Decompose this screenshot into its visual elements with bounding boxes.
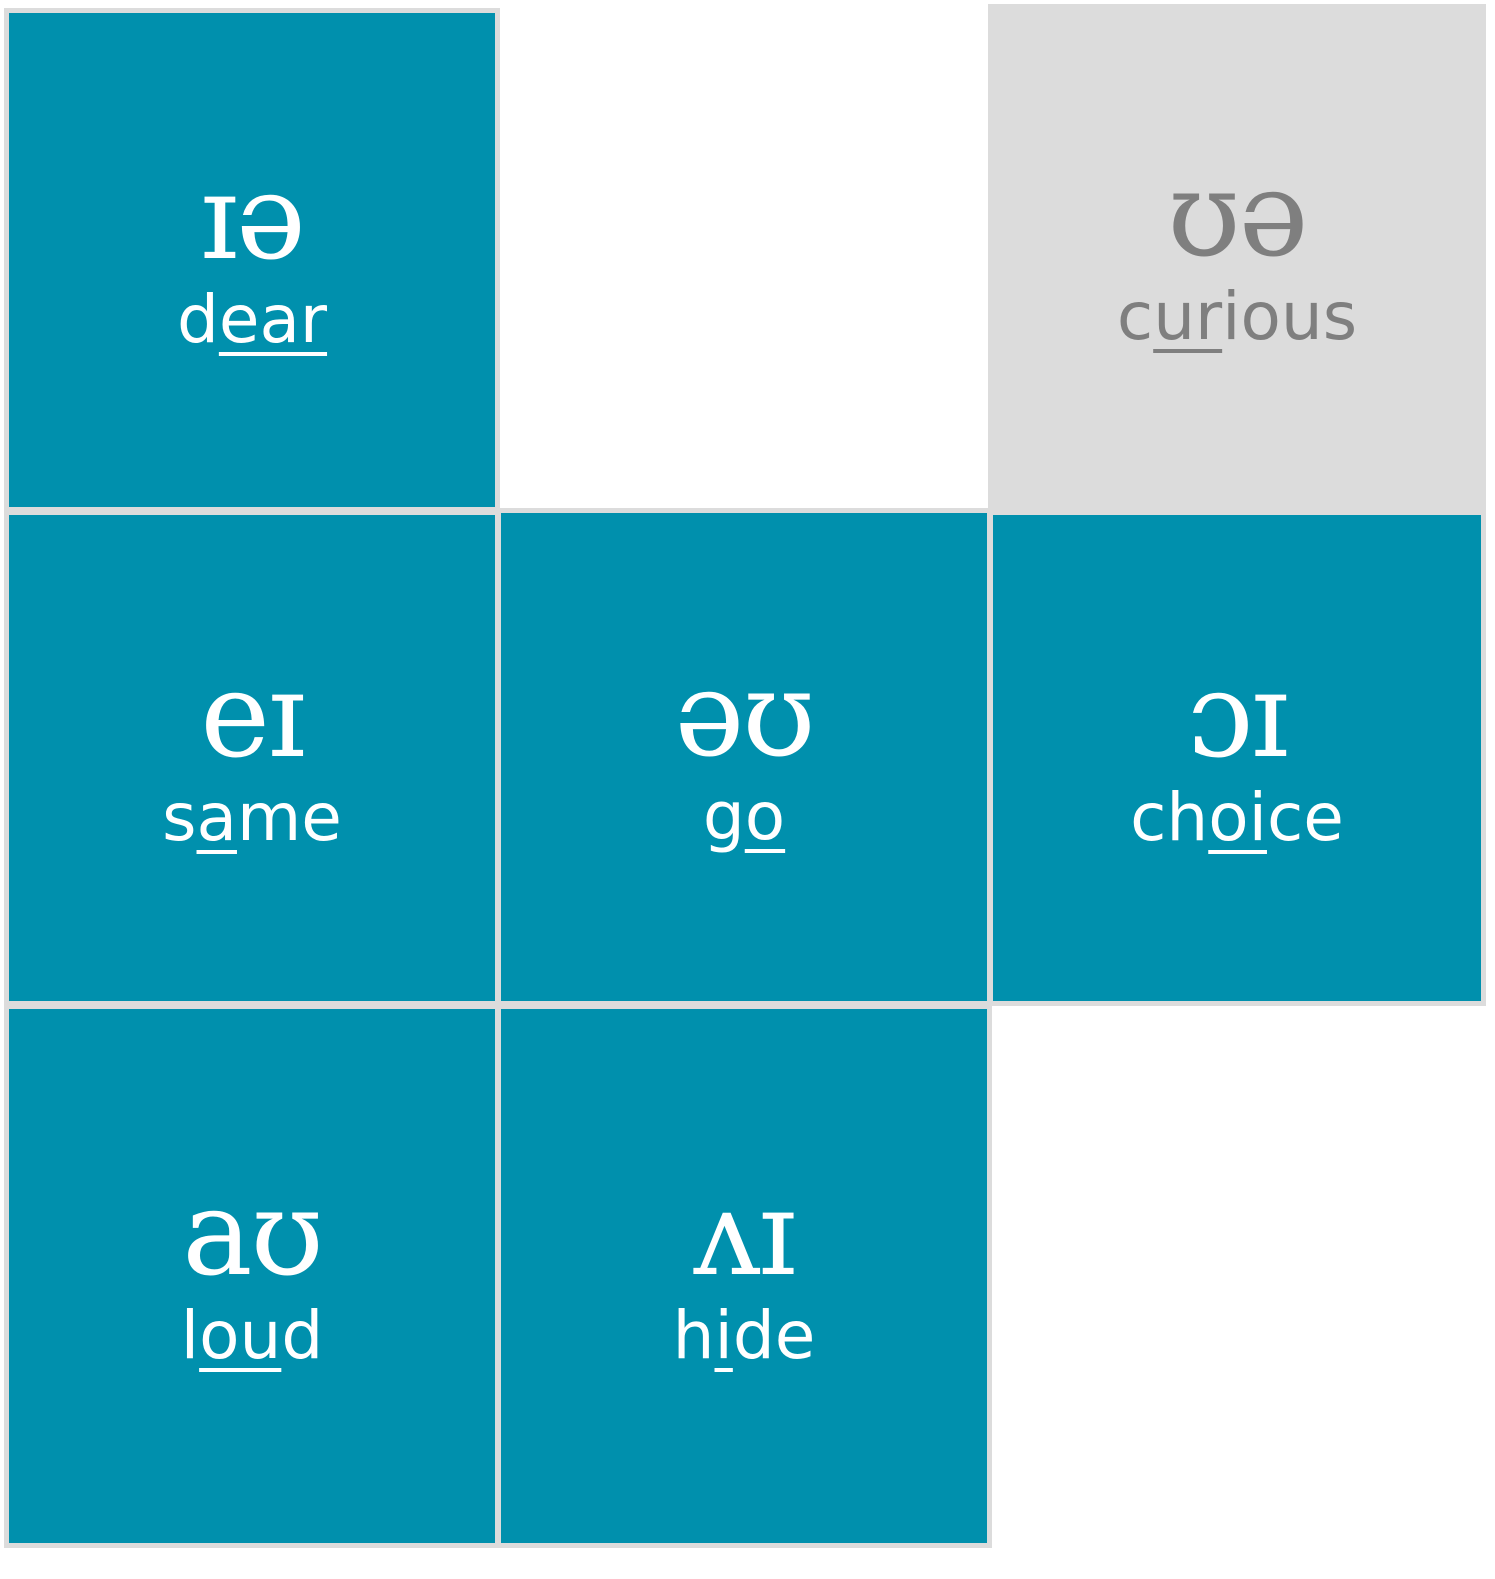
diphthong-tile-eu[interactable]: əʊ go [496, 508, 992, 1006]
example-word: go [702, 778, 786, 855]
diphthong-tile-ei[interactable]: eɪ same [4, 510, 500, 1006]
ipa-symbol: aʊ [182, 1164, 324, 1302]
highlighted-letters: ear [218, 281, 328, 358]
highlighted-letters: ou [199, 1297, 282, 1374]
ipa-symbol: eɪ [200, 646, 306, 784]
highlighted-letters: a [196, 779, 237, 856]
example-word: loud [180, 1297, 324, 1374]
diphthong-tile-ia[interactable]: ɪə dear [4, 8, 500, 512]
highlighted-letters: ur [1153, 278, 1223, 355]
ipa-symbol: ɪə [200, 148, 306, 286]
diphthong-tile-au[interactable]: aʊ loud [4, 1004, 500, 1548]
ipa-symbol: əʊ [674, 645, 815, 783]
diphthong-tile-ai[interactable]: ʌɪ hide [496, 1004, 992, 1548]
example-word: dear [176, 281, 328, 358]
highlighted-letters: o [744, 778, 786, 855]
ipa-symbol: ʌɪ [693, 1164, 796, 1302]
highlighted-letters: i [714, 1297, 733, 1374]
diphthong-tile-ua[interactable]: ʊə curious [988, 4, 1486, 510]
example-word: same [162, 779, 342, 856]
example-word: hide [672, 1297, 816, 1374]
highlighted-letters: oi [1208, 779, 1267, 856]
example-word: curious [1116, 278, 1358, 355]
diphthong-tile-oi[interactable]: ɔɪ choice [988, 510, 1486, 1006]
ipa-symbol: ʊə [1167, 145, 1308, 283]
ipa-symbol: ɔɪ [1187, 646, 1289, 784]
example-word: choice [1130, 779, 1344, 856]
